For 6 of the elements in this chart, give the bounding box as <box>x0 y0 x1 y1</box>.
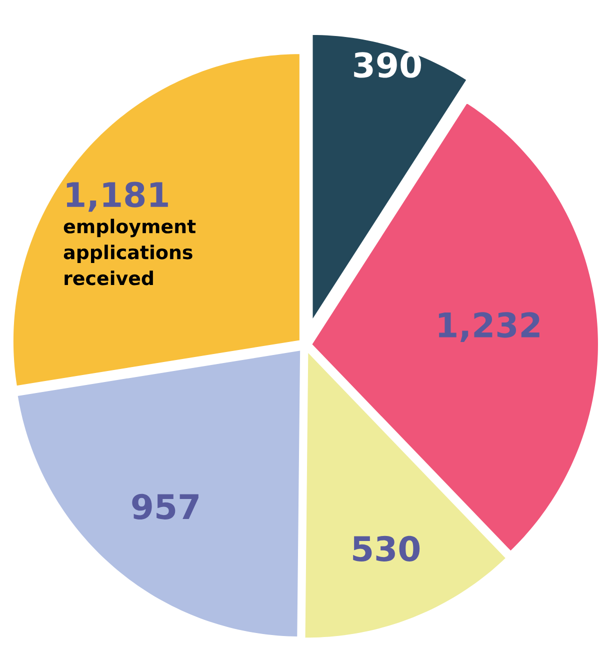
data-label: 1,232 <box>438 312 540 342</box>
data-label: 957 <box>132 494 198 520</box>
data-label: 530 <box>353 536 420 562</box>
data-label: 390 <box>354 52 421 78</box>
data-label: 1,181 <box>66 182 168 212</box>
text: employment applications received <box>64 218 196 286</box>
